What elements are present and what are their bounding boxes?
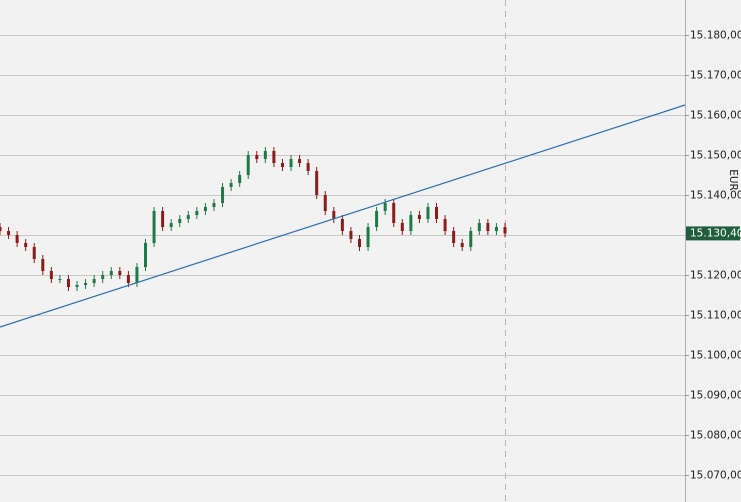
candle-body: [375, 211, 379, 227]
y-tick-label: 15.120,00: [690, 270, 741, 282]
y-tick-label: 15.160,00: [690, 110, 741, 122]
candle-body: [460, 243, 464, 247]
candle-body: [152, 211, 156, 243]
candle-body: [315, 171, 319, 195]
candle-body: [32, 247, 36, 259]
candle-body: [238, 175, 242, 183]
candle-body: [323, 195, 327, 211]
y-tick-label: 15.140,00: [690, 190, 741, 202]
candle-body: [503, 227, 507, 234]
y-tick-label: 15.100,00: [690, 350, 741, 362]
candle-body: [169, 223, 173, 227]
candle-body: [246, 155, 250, 175]
candle-body: [469, 231, 473, 247]
candle-body: [84, 283, 88, 285]
candle-body: [306, 163, 310, 171]
candle-body: [41, 259, 45, 271]
candle-body: [272, 151, 276, 163]
candle-body: [357, 239, 361, 247]
candle-body: [409, 215, 413, 231]
candle-body: [340, 219, 344, 231]
candle-body: [366, 227, 370, 247]
candle-body: [400, 223, 404, 231]
candle-body: [58, 279, 62, 280]
candle-body: [263, 151, 267, 159]
candle-body: [195, 211, 199, 215]
last-price-box: [686, 226, 740, 241]
candle-body: [221, 187, 225, 203]
candle-body: [92, 279, 96, 283]
candle-body: [24, 243, 28, 247]
y-tick-label: 15.110,00: [690, 310, 741, 322]
candle-body: [417, 215, 421, 219]
axis-label: EUR: [727, 169, 739, 191]
candle-body: [212, 203, 216, 207]
candle-body: [280, 163, 284, 167]
plot: 15.070,00 15.080,00 15.090,00 15.100,00 15.1…: [0, 30, 741, 482]
candle-body: [255, 155, 259, 159]
candle-body: [7, 231, 11, 235]
candle-body: [298, 159, 302, 163]
candle-body: [477, 223, 481, 231]
y-tick-label: 15.170,00: [690, 70, 741, 82]
candle-body: [126, 275, 130, 283]
candle-body: [392, 203, 396, 223]
y-tick-label: 15.090,00: [690, 390, 741, 402]
candle-body: [66, 279, 70, 287]
candle-body: [203, 207, 207, 211]
candle-body: [443, 219, 447, 231]
last-price-label: 15.130,40: [690, 227, 741, 239]
candle-body: [486, 223, 490, 231]
candle-body: [161, 211, 165, 227]
candle-body: [349, 231, 353, 239]
y-tick-label: 15.080,00: [690, 430, 741, 442]
candle-body: [135, 267, 139, 283]
candle-body: [109, 271, 113, 275]
y-tick-label: 15.070,00: [690, 470, 741, 482]
candle-body: [435, 207, 439, 219]
candle-body: [15, 235, 19, 243]
candle-body: [383, 203, 387, 211]
candle-body: [229, 183, 233, 187]
candle-body: [144, 243, 148, 267]
candle-body: [494, 227, 498, 231]
trend-line: [0, 104, 686, 328]
candle-body: [0, 227, 2, 231]
candle-body: [452, 231, 456, 243]
candle-body: [426, 207, 430, 219]
candle-body: [75, 285, 79, 287]
y-tick-label: 15.180,00: [690, 30, 741, 42]
candle-body: [186, 215, 190, 219]
candle-body: [332, 211, 336, 219]
candle-body: [49, 271, 53, 279]
candle-body: [101, 275, 105, 279]
candle-body: [118, 271, 122, 275]
y-tick-label: 15.150,00: [690, 150, 741, 162]
candle-body: [289, 159, 293, 167]
candle-body: [178, 219, 182, 223]
